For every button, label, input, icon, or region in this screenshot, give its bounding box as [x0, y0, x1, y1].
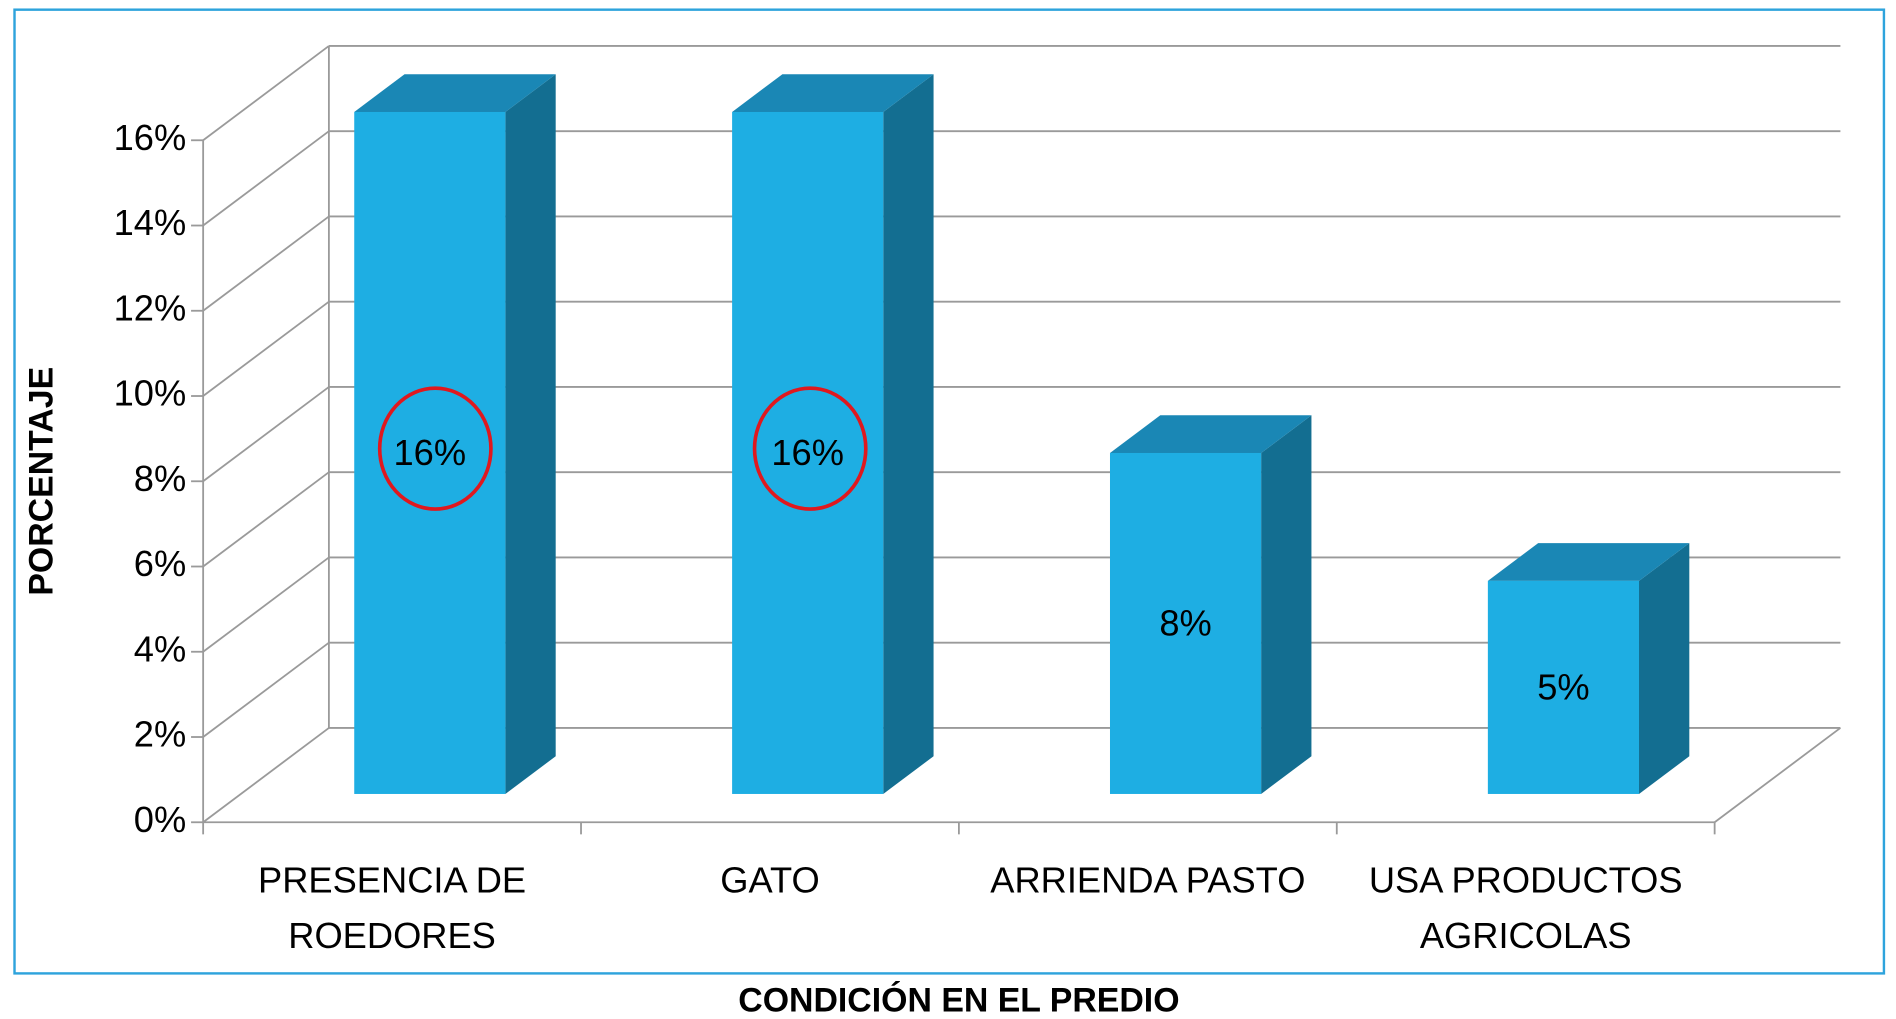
grid-line	[202, 641, 330, 738]
y-tick-label: 16%	[114, 117, 187, 158]
x-tick-label: ARRIENDA PASTO	[990, 860, 1306, 901]
bar	[1487, 580, 1640, 794]
bar-top	[1109, 415, 1312, 453]
y-tick-label: 14%	[114, 202, 187, 243]
data-label: 5%	[1537, 666, 1589, 707]
highlight-circle	[377, 386, 493, 511]
bar-top	[354, 74, 556, 112]
plot: CONDICIÓN EN EL PREDIO PORCENTAJE 0% 2% 4%…	[13, 8, 1886, 1019]
grid-line	[202, 727, 330, 823]
y-tick-label: 12%	[114, 287, 187, 328]
y-tick-label: 0%	[134, 799, 186, 840]
y-tick-label: 10%	[114, 373, 187, 414]
data-label: 8%	[1159, 602, 1211, 643]
y-tick-label: 6%	[134, 543, 186, 584]
data-label: 16%	[394, 432, 467, 473]
x-tick-label-box: GATO	[720, 860, 820, 901]
grid-line	[202, 300, 330, 397]
bar-side	[883, 74, 934, 794]
bar-top	[1487, 543, 1690, 581]
grid-line	[202, 130, 330, 227]
highlight-circle	[752, 386, 868, 511]
x-tick-label-box: ARRIENDA PASTO	[990, 860, 1306, 901]
grid-line	[202, 45, 330, 141]
x-tick-label-box: PRESENCIA DE ROEDORES	[258, 860, 527, 957]
x-axis-title: CONDICIÓN EN EL PREDIO	[738, 981, 1179, 1019]
bar	[1109, 452, 1262, 794]
x-tick-label: USA PRODUCTOS AGRICOLAS	[1368, 860, 1683, 957]
y-axis-title: PORCENTAJE	[22, 367, 60, 596]
frame	[13, 8, 1886, 975]
bar-side	[1639, 543, 1690, 794]
y-tick-label: 4%	[134, 628, 186, 669]
grid-line	[202, 215, 330, 312]
bar	[732, 111, 884, 794]
grid-line	[202, 556, 330, 653]
y-tick-label: 8%	[134, 458, 186, 499]
x-tick-label-box: USA PRODUCTOS AGRICOLAS	[1368, 860, 1683, 957]
bar-side	[505, 74, 556, 794]
y-tick-label: 2%	[134, 714, 186, 755]
x-tick-label: PRESENCIA DE ROEDORES	[258, 860, 527, 957]
floor-edge	[1714, 727, 1841, 823]
bar-top	[732, 74, 934, 112]
bar-side	[1261, 415, 1312, 794]
x-tick-label: GATO	[720, 860, 820, 901]
grid-line	[202, 386, 330, 482]
grid-line	[202, 471, 330, 568]
data-label: 16%	[771, 432, 844, 473]
